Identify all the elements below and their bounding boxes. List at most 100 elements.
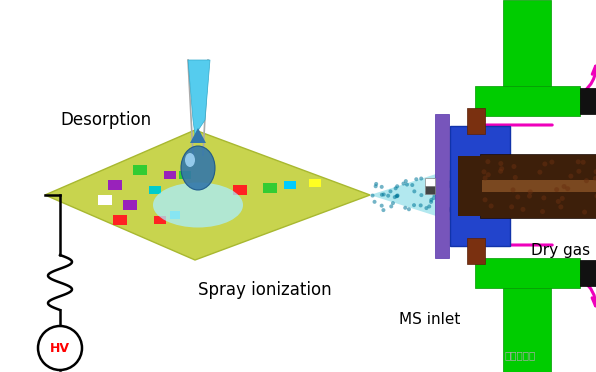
Bar <box>108 180 122 190</box>
Circle shape <box>38 326 82 370</box>
Ellipse shape <box>181 146 215 190</box>
Bar <box>425 186 435 194</box>
Circle shape <box>427 205 432 208</box>
Circle shape <box>419 203 423 208</box>
Circle shape <box>433 178 436 182</box>
Circle shape <box>558 205 563 209</box>
Bar <box>503 0 551 86</box>
Bar <box>425 178 435 186</box>
Text: MS inlet: MS inlet <box>399 312 461 327</box>
Circle shape <box>412 203 416 207</box>
Bar <box>467 238 485 264</box>
Circle shape <box>565 186 570 191</box>
Circle shape <box>486 172 491 177</box>
Bar <box>154 216 166 224</box>
Circle shape <box>554 187 559 192</box>
Circle shape <box>396 193 399 198</box>
Bar <box>480 154 596 218</box>
Circle shape <box>372 200 377 204</box>
Circle shape <box>442 195 446 199</box>
Circle shape <box>374 184 378 188</box>
Circle shape <box>584 178 589 183</box>
Circle shape <box>391 201 395 205</box>
Bar <box>580 260 596 286</box>
Bar <box>284 181 296 189</box>
Circle shape <box>550 160 554 164</box>
Circle shape <box>414 177 418 181</box>
Text: 中国检科院: 中国检科院 <box>504 350 536 360</box>
Circle shape <box>419 177 423 180</box>
Circle shape <box>435 177 439 181</box>
Circle shape <box>446 184 451 188</box>
Circle shape <box>448 180 452 185</box>
Bar <box>435 114 449 258</box>
Circle shape <box>380 185 384 189</box>
Bar <box>503 288 551 372</box>
Circle shape <box>489 203 493 208</box>
Circle shape <box>482 169 486 174</box>
Circle shape <box>393 195 397 199</box>
Circle shape <box>395 194 399 198</box>
Bar <box>98 195 112 205</box>
Ellipse shape <box>153 183 243 228</box>
Circle shape <box>593 176 596 181</box>
Circle shape <box>389 189 392 193</box>
Circle shape <box>520 207 526 212</box>
Bar <box>263 183 277 193</box>
Polygon shape <box>188 60 210 135</box>
Circle shape <box>407 207 411 211</box>
Circle shape <box>594 193 596 199</box>
Circle shape <box>424 206 429 210</box>
Circle shape <box>513 175 518 180</box>
Circle shape <box>420 193 423 197</box>
Bar <box>113 215 127 225</box>
Bar <box>482 180 596 192</box>
Circle shape <box>403 206 407 210</box>
Circle shape <box>405 183 409 187</box>
Bar <box>309 179 321 187</box>
Circle shape <box>436 211 440 215</box>
Bar <box>149 186 161 194</box>
Bar <box>458 156 502 216</box>
Bar <box>450 126 510 246</box>
Circle shape <box>394 186 398 190</box>
Circle shape <box>410 183 414 187</box>
Circle shape <box>371 193 374 198</box>
Circle shape <box>395 194 399 198</box>
Circle shape <box>443 180 448 185</box>
Circle shape <box>442 192 446 196</box>
Circle shape <box>509 204 514 209</box>
Text: Spray ionization: Spray ionization <box>198 281 332 299</box>
Bar <box>580 88 596 114</box>
Circle shape <box>556 199 561 204</box>
Circle shape <box>483 176 488 180</box>
Bar <box>233 185 247 195</box>
Text: Dry gas: Dry gas <box>531 243 590 257</box>
Circle shape <box>528 189 533 194</box>
Circle shape <box>429 198 433 202</box>
Circle shape <box>498 161 504 166</box>
Circle shape <box>380 203 384 208</box>
Circle shape <box>483 197 488 202</box>
Bar <box>123 200 137 210</box>
Circle shape <box>374 182 378 186</box>
Circle shape <box>443 180 448 184</box>
Circle shape <box>389 204 393 208</box>
Circle shape <box>576 159 581 164</box>
Circle shape <box>485 159 491 164</box>
Circle shape <box>560 196 565 201</box>
Circle shape <box>432 196 436 200</box>
Circle shape <box>404 179 408 183</box>
Circle shape <box>386 194 390 198</box>
Circle shape <box>380 193 384 197</box>
Circle shape <box>581 160 586 165</box>
Circle shape <box>437 186 441 190</box>
Circle shape <box>542 161 547 167</box>
Circle shape <box>582 209 587 215</box>
Polygon shape <box>45 130 370 260</box>
Circle shape <box>426 190 430 194</box>
Circle shape <box>450 180 454 184</box>
Bar <box>475 86 580 116</box>
Ellipse shape <box>185 153 195 167</box>
Circle shape <box>511 187 516 192</box>
